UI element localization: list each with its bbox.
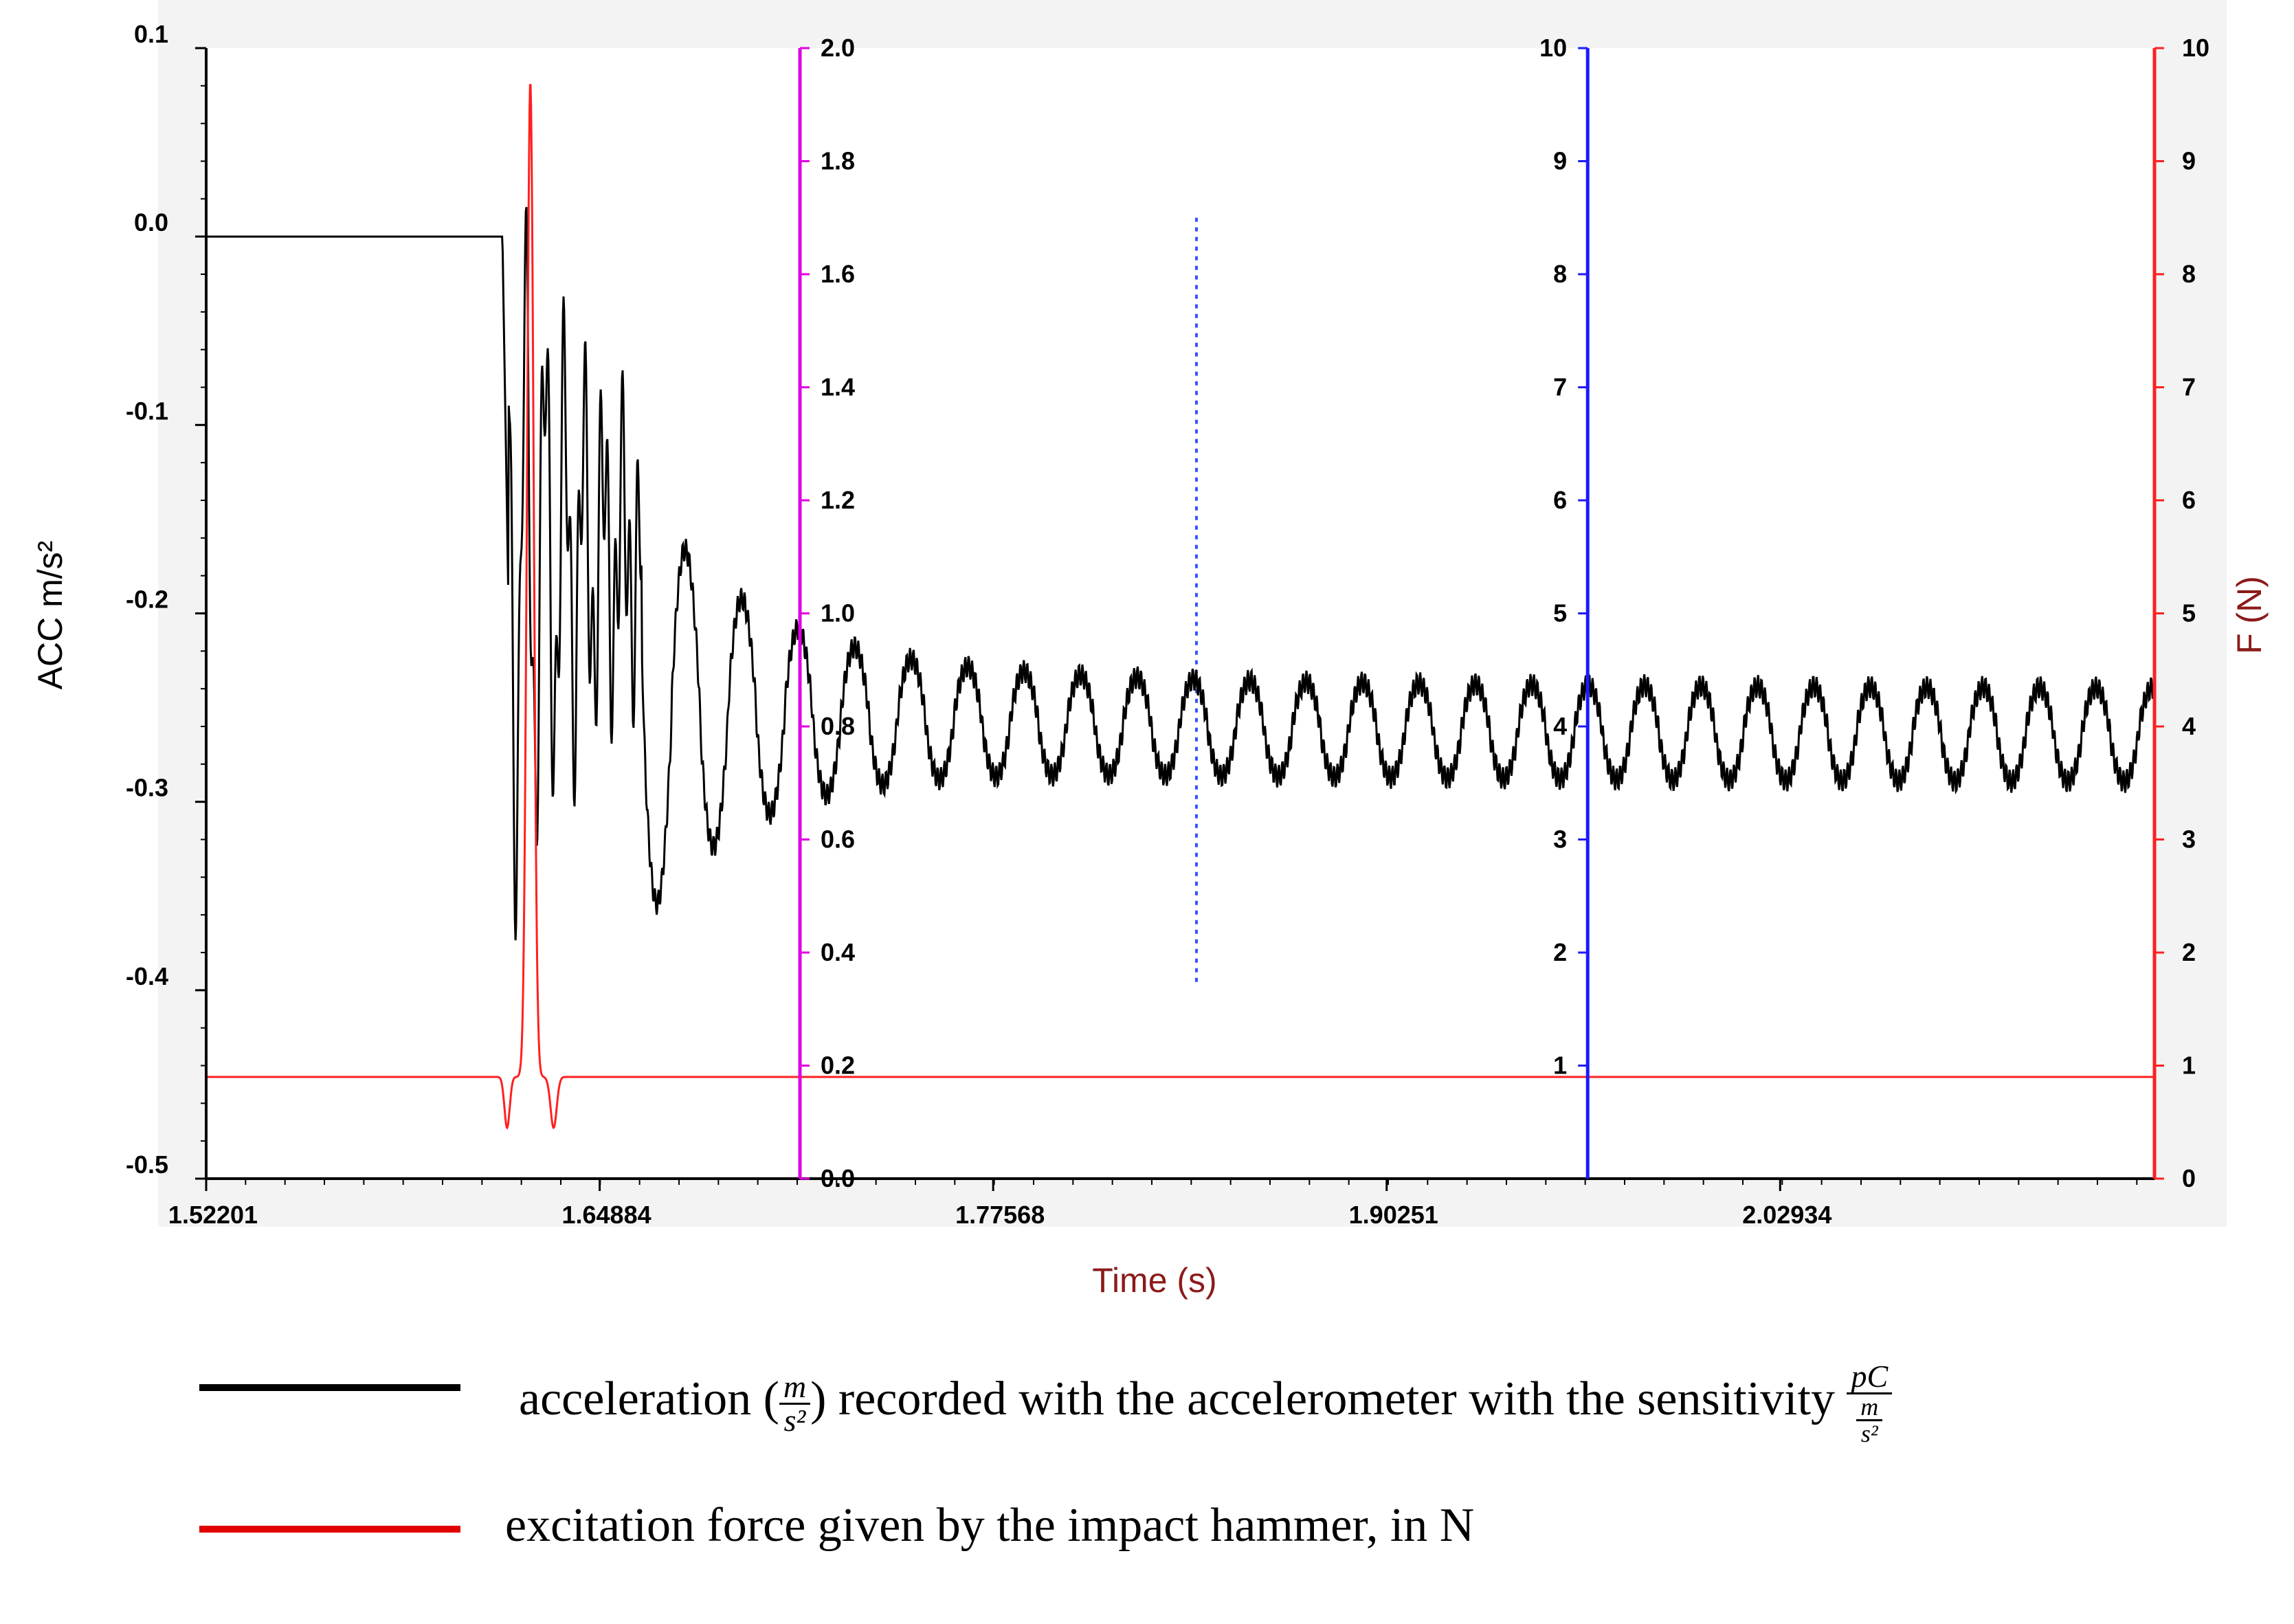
y-axis-tick-label: -0.4: [126, 962, 168, 990]
series-acceleration: [206, 207, 2156, 941]
force-axis-tick-label: 7: [2182, 373, 2196, 401]
force-axis-tick-label: 8: [2182, 260, 2196, 288]
y-axis-tick-label: 0.1: [134, 20, 168, 48]
y-axis-tick-label: -0.1: [126, 397, 168, 425]
legend-acc-sensitivity-fraction: pC m s²: [1847, 1361, 1893, 1446]
x-axis-tick-label: 2.02934: [1742, 1201, 1831, 1229]
legend: acceleration (m s²) recorded with the acc…: [0, 1347, 2294, 1622]
magenta-axis-tick-label: 1.6: [821, 260, 855, 288]
y-axis-tick-label: -0.2: [126, 586, 168, 614]
x-axis-title: Time (s): [1092, 1261, 1216, 1300]
blue-axis-tick-label: 9: [1553, 147, 1567, 175]
legend-item-force: excitation force given by the impact ham…: [0, 1498, 2294, 1581]
blue-axis-tick-label: 3: [1553, 825, 1567, 854]
legend-acc-unit-fraction: m s²: [779, 1370, 811, 1436]
force-axis-tick-label: 5: [2182, 599, 2196, 627]
magenta-axis-tick-label: 2.0: [821, 34, 855, 62]
chart: 0.10.0-0.1-0.2-0.3-0.4-0.51.52201 1.64884…: [31, 0, 2269, 1300]
legend-acc-text-a: acceleration (: [519, 1372, 779, 1426]
x-axis-tick-label: 1.90251: [1349, 1201, 1438, 1229]
blue-axis-tick-label: 8: [1553, 260, 1567, 288]
magenta-axis-tick-label: 0.6: [821, 825, 855, 854]
force-axis-tick-label: 10: [2182, 34, 2209, 62]
force-axis-tick-label: 6: [2182, 486, 2196, 514]
legend-item-acceleration: acceleration (m s²) recorded with the acc…: [0, 1354, 2294, 1446]
magenta-axis-tick-label: 0.2: [821, 1052, 855, 1080]
legend-label-force: excitation force given by the impact ham…: [505, 1499, 1475, 1552]
legend-label-acceleration: acceleration (m s²) recorded with the acc…: [519, 1361, 1893, 1446]
legend-acc-text-b: ) recorded with the accelerometer with t…: [810, 1372, 1847, 1426]
magenta-axis-tick-label: 0.0: [821, 1164, 855, 1192]
right-axis-title: F (N): [2230, 576, 2269, 654]
x-axis-tick-label: 1.77568: [955, 1201, 1045, 1229]
magenta-axis-tick-label: 1.4: [821, 373, 855, 401]
blue-axis-tick-label: 6: [1553, 486, 1567, 514]
legend-swatch-force: [199, 1526, 460, 1533]
blue-axis-tick-label: 2: [1553, 938, 1567, 966]
magenta-axis-tick-label: 1.8: [821, 147, 855, 175]
force-axis-tick-label: 1: [2182, 1052, 2196, 1080]
x-axis-tick-label: 1.52201: [168, 1201, 258, 1229]
y-axis-tick-label: -0.5: [126, 1150, 168, 1179]
series-force: [206, 83, 2154, 1130]
x-axis-tick-label: 1.64884: [561, 1201, 651, 1229]
force-axis-tick-label: 9: [2182, 147, 2196, 175]
force-axis-tick-label: 3: [2182, 825, 2196, 854]
blue-axis-tick-label: 4: [1553, 712, 1567, 740]
y-axis-tick-label: -0.3: [126, 774, 168, 802]
blue-axis-tick-label: 7: [1553, 373, 1567, 401]
y-axis-title: ACC m/s²: [31, 541, 69, 690]
magenta-axis-tick-label: 1.2: [821, 486, 855, 514]
blue-axis-tick-label: 1: [1553, 1052, 1567, 1080]
blue-axis-tick-label: 10: [1539, 34, 1567, 62]
force-axis-tick-label: 0: [2182, 1164, 2196, 1192]
plot-area: [206, 48, 2154, 1179]
blue-axis-tick-label: 5: [1553, 599, 1567, 627]
legend-swatch-acceleration: [199, 1384, 460, 1391]
y-axis-tick-label: 0.0: [134, 208, 168, 236]
magenta-axis-tick-label: 0.8: [821, 712, 855, 740]
magenta-axis-tick-label: 0.4: [821, 938, 855, 966]
magenta-axis-tick-label: 1.0: [821, 599, 855, 627]
force-axis-tick-label: 2: [2182, 938, 2196, 966]
force-axis-tick-label: 4: [2182, 712, 2196, 740]
